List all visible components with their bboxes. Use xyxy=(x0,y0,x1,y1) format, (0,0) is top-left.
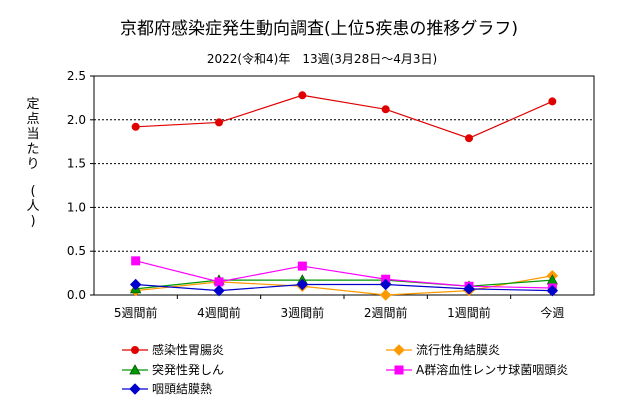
data-point xyxy=(297,261,307,271)
x-tick-label: 2週間前 xyxy=(364,305,408,320)
series-line xyxy=(135,260,553,289)
y-label-char: た xyxy=(26,142,39,157)
data-point xyxy=(298,91,307,100)
legend-item: A群溶血性レンサ球菌咽頭炎 xyxy=(386,362,568,377)
x-tick-label: 1週間前 xyxy=(447,305,491,320)
legend-item: 咽頭結膜熱 xyxy=(122,382,212,396)
y-tick-label: 0.0 xyxy=(67,288,86,302)
grid xyxy=(94,119,594,252)
data-point xyxy=(546,284,559,297)
x-tick-label: 3週間前 xyxy=(281,305,325,320)
series-line xyxy=(135,279,553,290)
legend-marker xyxy=(394,365,404,375)
plot-area xyxy=(93,75,595,296)
series-1 xyxy=(131,91,557,143)
y-label-char: ) xyxy=(30,214,35,229)
legend-label: A群溶血性レンサ球菌咽頭炎 xyxy=(416,362,568,377)
data-point xyxy=(131,122,140,131)
legend-label: 突発性発しん xyxy=(152,362,224,377)
legend-marker xyxy=(129,383,141,395)
y-axis-ticks: 0.0 0.5 1.0 1.5 2.0 2.5 xyxy=(67,69,94,302)
series-line xyxy=(135,275,553,296)
x-axis-ticks: 5週間前 4週間前 3週間前 2週間前 1週間前 今週 xyxy=(114,295,564,320)
data-point xyxy=(131,256,141,266)
data-point xyxy=(214,277,224,287)
x-tick-label: 5週間前 xyxy=(114,305,158,320)
series-5 xyxy=(129,278,559,297)
series-line xyxy=(135,94,553,139)
legend-label: 流行性角結膜炎 xyxy=(416,343,500,357)
data-point xyxy=(548,97,557,106)
data-point xyxy=(379,278,392,291)
y-label-char: 当 xyxy=(26,127,39,142)
data-point xyxy=(296,278,309,291)
series-4 xyxy=(131,256,557,293)
y-label-char: 定 xyxy=(26,97,39,112)
legend-marker xyxy=(131,346,139,354)
y-label-char: 人 xyxy=(26,199,39,214)
series-lines xyxy=(129,91,559,301)
x-tick-label: 今週 xyxy=(540,305,564,320)
y-tick-label: 1.0 xyxy=(67,200,86,214)
legend-marker xyxy=(393,344,405,356)
y-label-char: ( xyxy=(30,184,35,199)
data-point xyxy=(213,284,225,297)
y-tick-label: 0.5 xyxy=(67,244,86,258)
data-point xyxy=(465,134,473,143)
y-tick-label: 1.5 xyxy=(67,157,86,171)
legend-item: 感染性胃腸炎 xyxy=(122,342,224,357)
y-tick-label: 2.0 xyxy=(67,113,86,127)
chart-title: 京都府感染症発生動向調査(上位5疾患の推移グラフ) xyxy=(120,19,518,39)
x-tick-label: 4週間前 xyxy=(197,305,241,320)
data-point xyxy=(215,118,223,127)
series-line xyxy=(135,283,553,292)
data-point xyxy=(129,278,142,291)
y-label-char: り xyxy=(26,157,39,172)
y-label-char: 点 xyxy=(26,112,39,127)
legend-label: 咽頭結膜熱 xyxy=(152,382,212,396)
legend-label: 感染性胃腸炎 xyxy=(152,342,224,357)
legend-item: 流行性角結膜炎 xyxy=(386,343,500,357)
chart-subtitle: 2022(令和4)年 13週(3月28日～4月3日) xyxy=(207,51,437,66)
y-tick-label: 2.5 xyxy=(67,69,86,83)
data-point xyxy=(463,283,475,295)
data-point xyxy=(381,105,390,114)
legend-item: 突発性発しん xyxy=(122,362,224,377)
legend-marker xyxy=(129,364,141,375)
data-point xyxy=(379,289,392,301)
